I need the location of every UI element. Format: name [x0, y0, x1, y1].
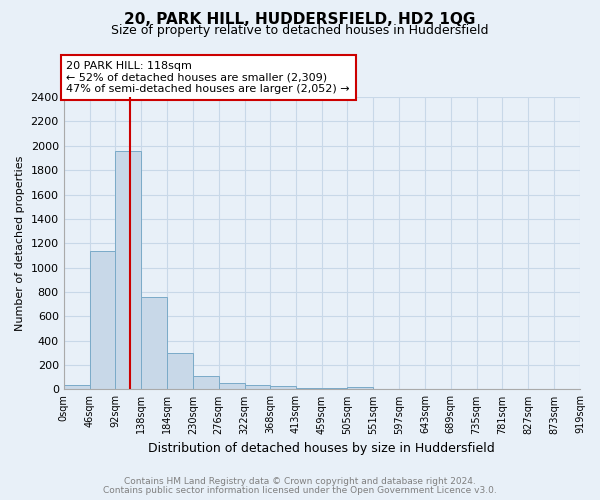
Bar: [115, 150, 141, 390]
Bar: [141, 297, 167, 390]
Text: 20, PARK HILL, HUDDERSFIELD, HD2 1QG: 20, PARK HILL, HUDDERSFIELD, HD2 1QG: [124, 12, 476, 28]
Text: Size of property relative to detached houses in Huddersfield: Size of property relative to detached ho…: [111, 24, 489, 37]
Bar: [347, 387, 373, 390]
Bar: [245, 385, 271, 390]
Text: 20 PARK HILL: 118sqm
← 52% of detached houses are smaller (2,309)
47% of semi-de: 20 PARK HILL: 118sqm ← 52% of detached h…: [67, 61, 350, 94]
Bar: [89, 250, 115, 390]
Bar: [64, 385, 89, 390]
Y-axis label: Number of detached properties: Number of detached properties: [15, 156, 25, 331]
Bar: [167, 353, 193, 390]
Bar: [271, 386, 296, 390]
Text: Contains HM Land Registry data © Crown copyright and database right 2024.: Contains HM Land Registry data © Crown c…: [124, 477, 476, 486]
Bar: [322, 388, 347, 390]
Text: Contains public sector information licensed under the Open Government Licence v3: Contains public sector information licen…: [103, 486, 497, 495]
Bar: [296, 388, 322, 390]
Bar: [193, 376, 219, 390]
X-axis label: Distribution of detached houses by size in Huddersfield: Distribution of detached houses by size …: [148, 442, 495, 455]
Bar: [219, 384, 245, 390]
